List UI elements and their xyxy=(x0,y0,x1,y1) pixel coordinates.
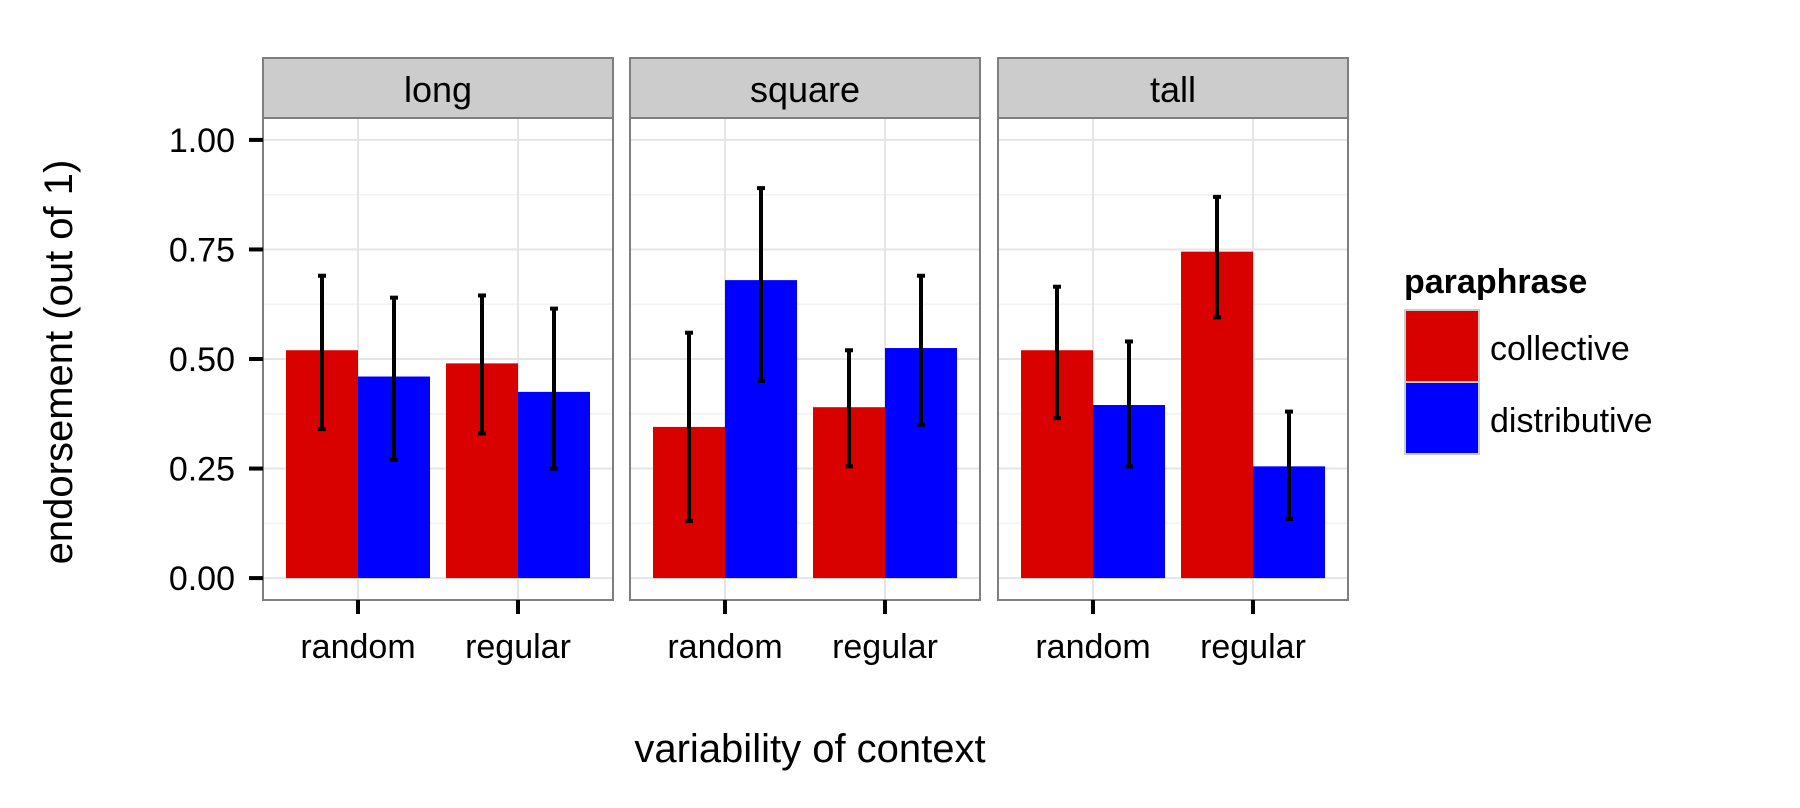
errorbar-tall-regular-distributive xyxy=(1285,409,1293,521)
panel-border xyxy=(629,117,981,601)
errorbar-long-regular-distributive xyxy=(550,306,558,471)
errorbar-long-regular-collective xyxy=(478,293,486,436)
facet-square: square random regular xyxy=(629,57,981,666)
y-tick-label: 0.50 xyxy=(169,341,235,379)
y-tick-label: 0.25 xyxy=(169,451,235,489)
y-axis-title: endorsement (out of 1) xyxy=(37,160,81,565)
strip-label-long: long xyxy=(404,69,472,110)
legend-key-collective xyxy=(1404,309,1480,383)
x-tick-label-random: random xyxy=(300,628,415,666)
errorbar-tall-regular-collective xyxy=(1213,194,1221,320)
legend-label-distributive: distributive xyxy=(1490,402,1653,440)
x-tick-label-regular: regular xyxy=(465,628,571,666)
strip-tall xyxy=(997,57,1349,119)
y-tick-label: 1.00 xyxy=(169,122,235,160)
errorbar-tall-random-collective xyxy=(1053,284,1061,421)
legend-title: paraphrase xyxy=(1404,263,1587,301)
strip-square xyxy=(629,57,981,119)
x-tick-label-regular: regular xyxy=(832,628,938,666)
legend-label-collective: collective xyxy=(1490,330,1630,368)
strip-long xyxy=(262,57,614,119)
panel-border xyxy=(997,117,1349,601)
errorbar-long-random-distributive xyxy=(390,295,398,462)
x-axis-title: variability of context xyxy=(634,727,985,771)
y-tick-label: 0.00 xyxy=(169,560,235,598)
facet-long: long random regular xyxy=(262,57,614,666)
errorbar-square-regular-distributive xyxy=(917,273,925,427)
facet-tall: tall random regular xyxy=(997,57,1349,666)
errorbar-long-random-collective xyxy=(318,273,326,432)
strip-label-square: square xyxy=(750,69,860,110)
errorbar-square-random-distributive xyxy=(757,186,765,383)
errorbar-square-random-collective xyxy=(685,330,693,524)
y-tick-label: 0.75 xyxy=(169,231,235,269)
x-tick-label-random: random xyxy=(667,628,782,666)
x-tick-label-random: random xyxy=(1035,628,1150,666)
x-tick-label-regular: regular xyxy=(1200,628,1306,666)
strip-label-tall: tall xyxy=(1150,69,1196,110)
y-axis: 0.00 0.25 0.50 0.75 1.00 xyxy=(169,122,263,598)
legend: paraphrase collective distributive xyxy=(1404,263,1653,455)
errorbar-square-regular-collective xyxy=(845,348,853,469)
legend-key-distributive xyxy=(1404,381,1480,455)
errorbar-tall-random-distributive xyxy=(1125,339,1133,469)
